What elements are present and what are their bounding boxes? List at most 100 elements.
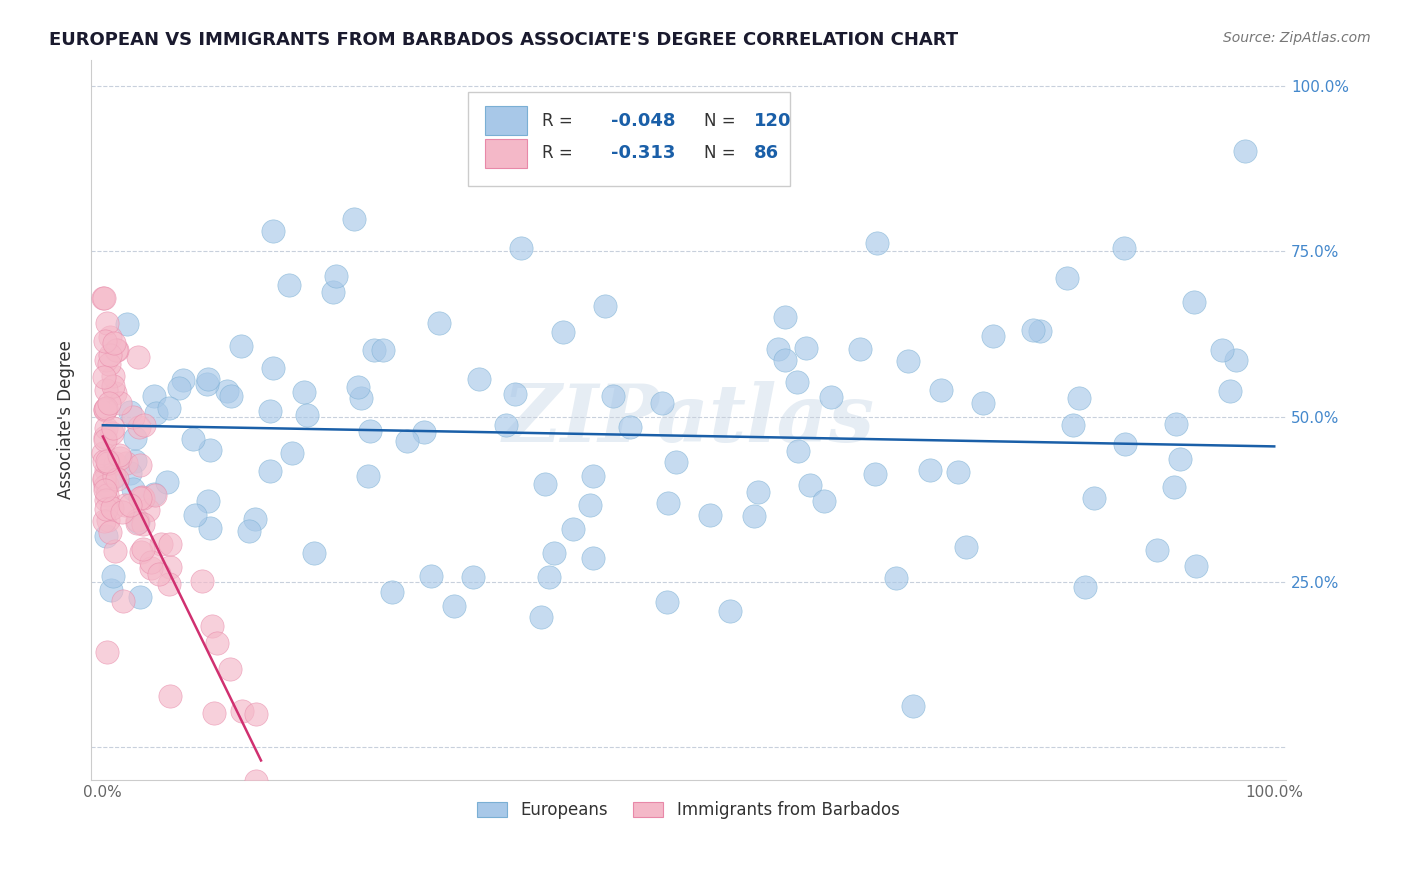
Point [773,352,796,367]
Point [357,469,380,483]
Point [101,420,124,434]
Point [1083,491,1105,506]
Point [884,571,907,585]
Point [101,568,124,582]
Point [510,241,533,255]
Point [149,537,172,551]
Point [127,515,149,529]
Point [820,390,842,404]
Point [929,384,952,398]
Point [97,513,120,527]
Point [1056,270,1078,285]
Point [221,389,243,403]
Point [768,342,790,356]
Text: N =: N = [704,145,741,162]
Point [96,529,118,543]
Point [121,482,143,496]
Point [98,347,121,361]
Point [849,342,872,356]
Point [96,353,118,368]
Point [105,472,128,486]
Point [124,454,146,468]
Point [127,350,149,364]
Point [1074,580,1097,594]
Point [181,432,204,446]
Point [197,371,219,385]
Point [132,542,155,557]
Point [1166,417,1188,431]
Point [1021,323,1043,337]
Point [1225,353,1247,368]
Point [295,408,318,422]
Point [96,492,118,507]
Point [111,505,134,519]
Point [108,396,131,410]
Point [582,551,605,566]
Point [277,278,299,293]
Point [94,483,117,498]
Point [128,419,150,434]
Point [1114,437,1136,451]
Point [207,636,229,650]
Point [245,706,267,721]
Text: R =: R = [541,145,578,162]
Point [955,540,977,554]
Point [1062,417,1084,432]
Point [602,389,624,403]
Point [794,342,817,356]
Text: 120: 120 [754,112,792,130]
Point [96,463,118,477]
Point [96,477,118,491]
Point [495,417,517,432]
Point [201,619,224,633]
Point [104,343,127,357]
Point [579,498,602,512]
Point [120,405,142,419]
Point [94,433,117,447]
Point [530,610,553,624]
Point [131,490,153,504]
Point [863,467,886,481]
Legend: Europeans, Immigrants from Barbados: Europeans, Immigrants from Barbados [471,795,907,826]
Point [920,463,942,477]
Text: -0.048: -0.048 [610,112,675,130]
Text: R =: R = [541,112,578,130]
Point [238,524,260,538]
Point [972,396,994,410]
Point [231,704,253,718]
Point [172,373,194,387]
Point [100,501,122,516]
Point [350,392,373,406]
Text: N =: N = [704,112,741,130]
Point [157,401,180,415]
Point [537,569,560,583]
Point [229,339,252,353]
Point [103,544,125,558]
Point [148,566,170,581]
Point [120,466,142,480]
Point [1163,480,1185,494]
Point [129,545,152,559]
Point [117,317,139,331]
Point [981,329,1004,343]
Point [243,512,266,526]
Point [157,577,180,591]
Point [145,406,167,420]
Point [262,224,284,238]
Point [114,498,136,512]
Point [259,404,281,418]
Point [534,477,557,491]
Point [145,488,167,502]
Point [114,456,136,470]
Point [100,583,122,598]
Point [381,585,404,599]
Point [1146,543,1168,558]
Point [159,537,181,551]
Point [159,689,181,703]
Point [104,456,127,470]
Point [217,384,239,398]
Point [1211,343,1233,357]
Point [96,488,118,502]
Point [103,379,125,393]
Point [105,343,128,357]
